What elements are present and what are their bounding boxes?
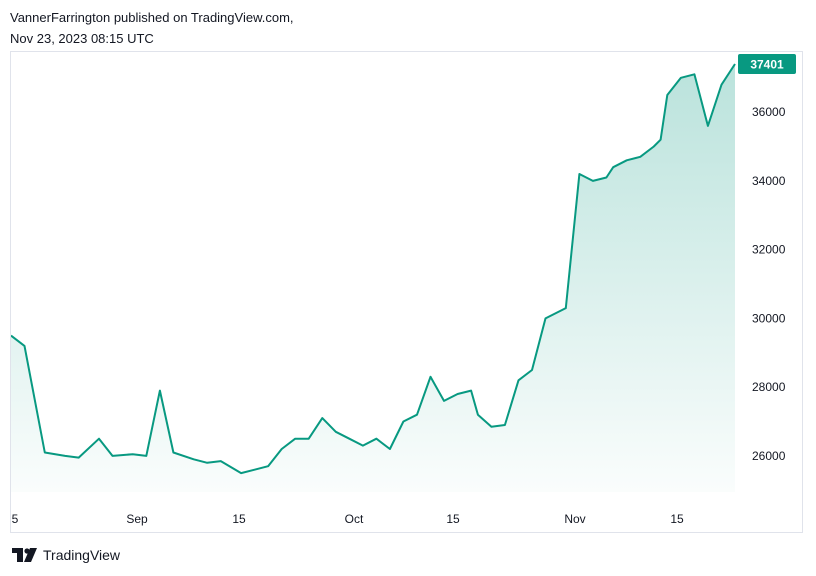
time-tick-label: Oct	[345, 512, 364, 526]
time-tick-label: 15	[670, 512, 684, 526]
chart-frame[interactable]	[10, 51, 803, 533]
price-area-fill	[11, 64, 735, 492]
price-tick-label: 32000	[752, 243, 786, 257]
time-tick-label: 5	[12, 512, 19, 526]
time-tick-label: Nov	[564, 512, 585, 526]
last-price-label-background	[738, 54, 796, 74]
price-tick-label: 26000	[752, 449, 786, 463]
time-axis[interactable]: 5 Sep 15 Oct 15 Nov 15	[12, 512, 684, 526]
last-price-label: 37401	[750, 58, 784, 72]
time-tick-label: Sep	[126, 512, 148, 526]
price-tick-label: 28000	[752, 380, 786, 394]
tradingview-logo-icon	[12, 548, 37, 562]
last-price-marker: 37401	[738, 54, 796, 74]
publisher-line: VannerFarrington published on TradingVie…	[10, 10, 294, 25]
price-tick-label: 34000	[752, 174, 786, 188]
price-tick-label: 36000	[752, 105, 786, 119]
time-tick-label: 15	[446, 512, 460, 526]
timestamp-line: Nov 23, 2023 08:15 UTC	[10, 31, 154, 46]
price-tick-label: 30000	[752, 311, 786, 325]
footer-branding: TradingView	[12, 545, 120, 565]
price-axis[interactable]: 26000 28000 30000 32000 34000 36000	[752, 105, 786, 463]
publication-header: VannerFarrington published on TradingVie…	[10, 7, 294, 49]
price-line-series	[11, 63, 736, 475]
footer-brand-text: TradingView	[43, 547, 121, 563]
time-tick-label: 15	[232, 512, 246, 526]
